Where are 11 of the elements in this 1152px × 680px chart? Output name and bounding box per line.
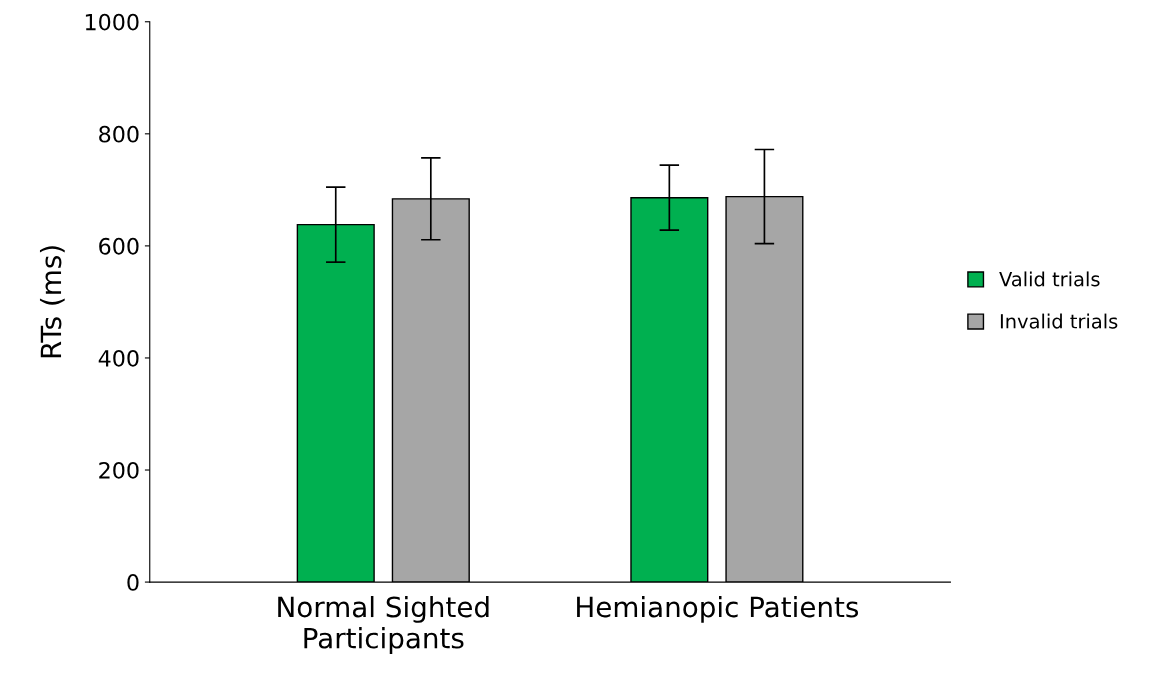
- x-tick-label: Normal Sighted Participants: [278, 595, 489, 654]
- y-tick-label: 0: [127, 574, 139, 591]
- y-tick-label: 800: [99, 125, 139, 143]
- y-axis-title: RTs (ms): [39, 246, 65, 358]
- legend-label: Invalid trials: [1000, 313, 1118, 329]
- y-tick-label: 400: [98, 349, 139, 367]
- legend-label: Valid trials: [999, 271, 1100, 287]
- y-tick-label: 1000: [85, 13, 139, 31]
- y-tick-label: 600: [99, 237, 139, 255]
- y-tick-label: 200: [99, 461, 139, 479]
- x-tick-label: Hemianopic Patients: [577, 595, 859, 623]
